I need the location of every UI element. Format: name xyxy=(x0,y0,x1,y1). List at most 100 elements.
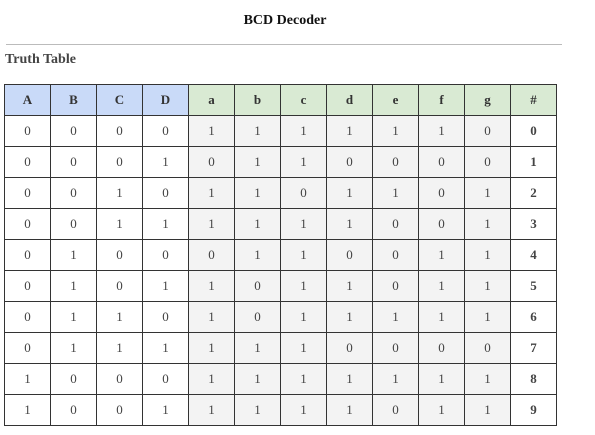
bit-cell: 1 xyxy=(50,332,97,364)
column-header-a: a xyxy=(188,84,235,116)
section-title: Truth Table xyxy=(5,52,76,67)
bit-cell: 0 xyxy=(188,146,235,178)
bit-cell: 1 xyxy=(464,301,511,333)
bit-cell: 1 xyxy=(188,332,235,364)
bit-cell: 1 xyxy=(234,115,281,147)
digit-cell: 1 xyxy=(510,146,557,178)
bit-cell: 1 xyxy=(372,115,419,147)
column-header-d: d xyxy=(326,84,373,116)
digit-cell: 0 xyxy=(510,115,557,147)
bit-cell: 0 xyxy=(280,177,327,209)
bit-cell: 1 xyxy=(96,301,143,333)
bit-cell: 1 xyxy=(326,177,373,209)
bit-cell: 0 xyxy=(464,115,511,147)
bit-cell: 1 xyxy=(96,332,143,364)
column-header-C: C xyxy=(96,84,143,116)
bit-cell: 1 xyxy=(280,115,327,147)
bit-cell: 1 xyxy=(418,239,465,271)
bit-cell: 1 xyxy=(234,363,281,395)
bit-cell: 0 xyxy=(50,177,97,209)
bit-cell: 1 xyxy=(418,301,465,333)
bit-cell: 0 xyxy=(50,363,97,395)
bit-cell: 1 xyxy=(326,394,373,426)
bit-cell: 0 xyxy=(326,239,373,271)
bit-cell: 0 xyxy=(372,270,419,302)
bit-cell: 0 xyxy=(418,332,465,364)
bit-cell: 0 xyxy=(372,239,419,271)
bit-cell: 1 xyxy=(418,394,465,426)
bit-cell: 1 xyxy=(142,146,189,178)
bit-cell: 1 xyxy=(280,270,327,302)
bit-cell: 1 xyxy=(280,239,327,271)
bit-cell: 1 xyxy=(188,363,235,395)
bit-cell: 0 xyxy=(4,301,51,333)
bit-cell: 1 xyxy=(280,363,327,395)
bit-cell: 1 xyxy=(142,394,189,426)
bit-cell: 0 xyxy=(4,115,51,147)
bit-cell: 1 xyxy=(464,270,511,302)
bit-cell: 1 xyxy=(188,270,235,302)
bit-cell: 1 xyxy=(234,208,281,240)
bit-cell: 0 xyxy=(96,363,143,395)
bit-cell: 1 xyxy=(234,177,281,209)
column-header-g: g xyxy=(464,84,511,116)
bit-cell: 1 xyxy=(188,208,235,240)
digit-cell: 9 xyxy=(510,394,557,426)
bit-cell: 1 xyxy=(142,270,189,302)
digit-cell: 8 xyxy=(510,363,557,395)
column-header-b: b xyxy=(234,84,281,116)
bit-cell: 0 xyxy=(372,208,419,240)
bit-cell: 0 xyxy=(326,332,373,364)
column-header-e: e xyxy=(372,84,419,116)
bit-cell: 1 xyxy=(372,363,419,395)
bit-cell: 1 xyxy=(280,332,327,364)
bit-cell: 1 xyxy=(4,363,51,395)
bit-cell: 1 xyxy=(464,363,511,395)
bit-cell: 0 xyxy=(372,394,419,426)
column-header-B: B xyxy=(50,84,97,116)
bit-cell: 1 xyxy=(234,394,281,426)
bit-cell: 1 xyxy=(142,332,189,364)
bit-cell: 1 xyxy=(326,363,373,395)
bit-cell: 0 xyxy=(418,208,465,240)
bit-cell: 0 xyxy=(4,177,51,209)
bit-cell: 0 xyxy=(418,177,465,209)
bit-cell: 0 xyxy=(50,115,97,147)
bit-cell: 0 xyxy=(142,177,189,209)
bit-cell: 1 xyxy=(96,208,143,240)
digit-cell: 2 xyxy=(510,177,557,209)
bit-cell: 1 xyxy=(326,270,373,302)
bit-cell: 1 xyxy=(234,239,281,271)
bit-cell: 1 xyxy=(188,115,235,147)
bit-cell: 0 xyxy=(96,394,143,426)
bit-cell: 0 xyxy=(50,208,97,240)
bit-cell: 0 xyxy=(96,146,143,178)
bit-cell: 1 xyxy=(142,208,189,240)
bit-cell: 0 xyxy=(234,301,281,333)
bit-cell: 0 xyxy=(4,332,51,364)
bit-cell: 1 xyxy=(280,208,327,240)
bit-cell: 0 xyxy=(142,363,189,395)
bit-cell: 1 xyxy=(326,115,373,147)
bit-cell: 1 xyxy=(418,115,465,147)
bit-cell: 1 xyxy=(418,363,465,395)
bit-cell: 1 xyxy=(96,177,143,209)
bit-cell: 1 xyxy=(188,301,235,333)
bit-cell: 1 xyxy=(188,177,235,209)
digit-cell: 5 xyxy=(510,270,557,302)
bit-cell: 1 xyxy=(188,394,235,426)
bit-cell: 0 xyxy=(372,332,419,364)
bit-cell: 1 xyxy=(50,301,97,333)
bit-cell: 0 xyxy=(234,270,281,302)
bit-cell: 1 xyxy=(50,239,97,271)
column-header-c: c xyxy=(280,84,327,116)
bit-cell: 1 xyxy=(234,332,281,364)
bit-cell: 1 xyxy=(234,146,281,178)
